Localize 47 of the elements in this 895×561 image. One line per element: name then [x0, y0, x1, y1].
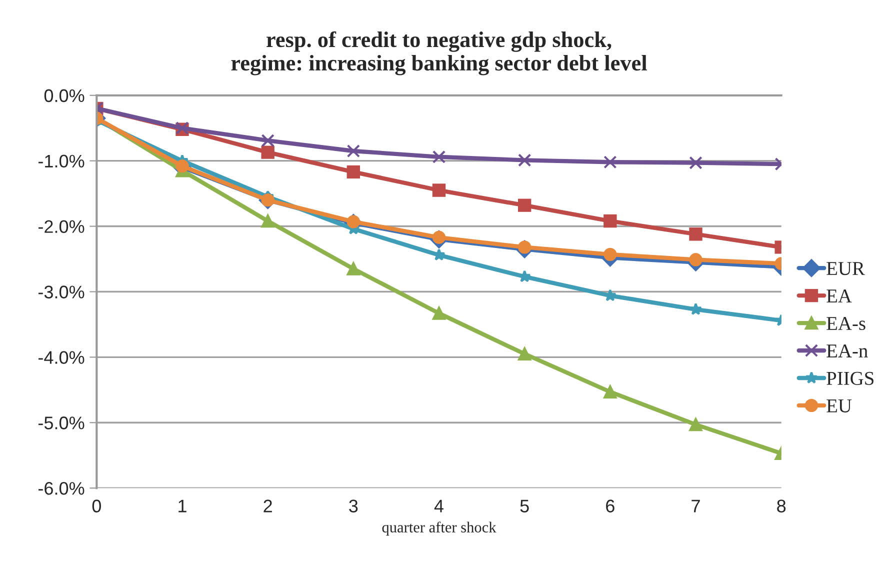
x-tick-label: 4 [434, 500, 444, 512]
x-tick-label: 1 [178, 500, 186, 512]
point [261, 134, 274, 148]
point [432, 150, 446, 164]
point [261, 214, 274, 228]
y-tick-label: -2.0% [38, 220, 84, 233]
x-tick-label: 5 [520, 500, 529, 512]
point [261, 146, 274, 159]
y-tick-label: -6.0% [38, 482, 84, 495]
legend-label: EU [826, 400, 852, 412]
point [689, 156, 702, 170]
point [346, 262, 360, 276]
x-tick-label: 7 [692, 500, 700, 512]
point [518, 154, 532, 167]
point [689, 418, 702, 432]
x-tick-label: 8 [777, 500, 786, 512]
point [518, 347, 532, 360]
point [432, 184, 446, 197]
point [604, 156, 617, 169]
point [176, 159, 189, 173]
legend-label: EA-n [826, 344, 868, 358]
point [346, 144, 360, 158]
chart-title: resp. of credit to negative gdp shock, regime: increasing banking sector debt level [231, 31, 647, 76]
point [518, 198, 532, 212]
point [689, 253, 702, 266]
x-tick-label: 2 [264, 500, 272, 512]
point [689, 228, 702, 241]
point [604, 385, 617, 398]
legend-label: EA [826, 290, 852, 302]
y-tick-label: 0.0% [44, 89, 84, 102]
y-tick-label: -5.0% [38, 416, 84, 430]
point [604, 248, 617, 262]
x-tick-label: 0 [92, 500, 101, 512]
y-tick-label: -1.0% [38, 154, 84, 168]
x-axis-title: quarter after shock [382, 522, 496, 536]
point [346, 215, 360, 228]
point [689, 302, 702, 315]
x-tick-label: 6 [606, 500, 614, 512]
legend-label: PIIGS [826, 372, 874, 385]
point [432, 306, 446, 320]
point [604, 214, 617, 228]
legend-label: EA-s [826, 317, 866, 330]
y-tick-label: -3.0% [38, 286, 84, 298]
x-tick-label: 3 [349, 500, 358, 512]
legend-label: EUR [826, 262, 865, 276]
y-tick-label: -4.0% [38, 351, 84, 364]
point [346, 165, 360, 179]
